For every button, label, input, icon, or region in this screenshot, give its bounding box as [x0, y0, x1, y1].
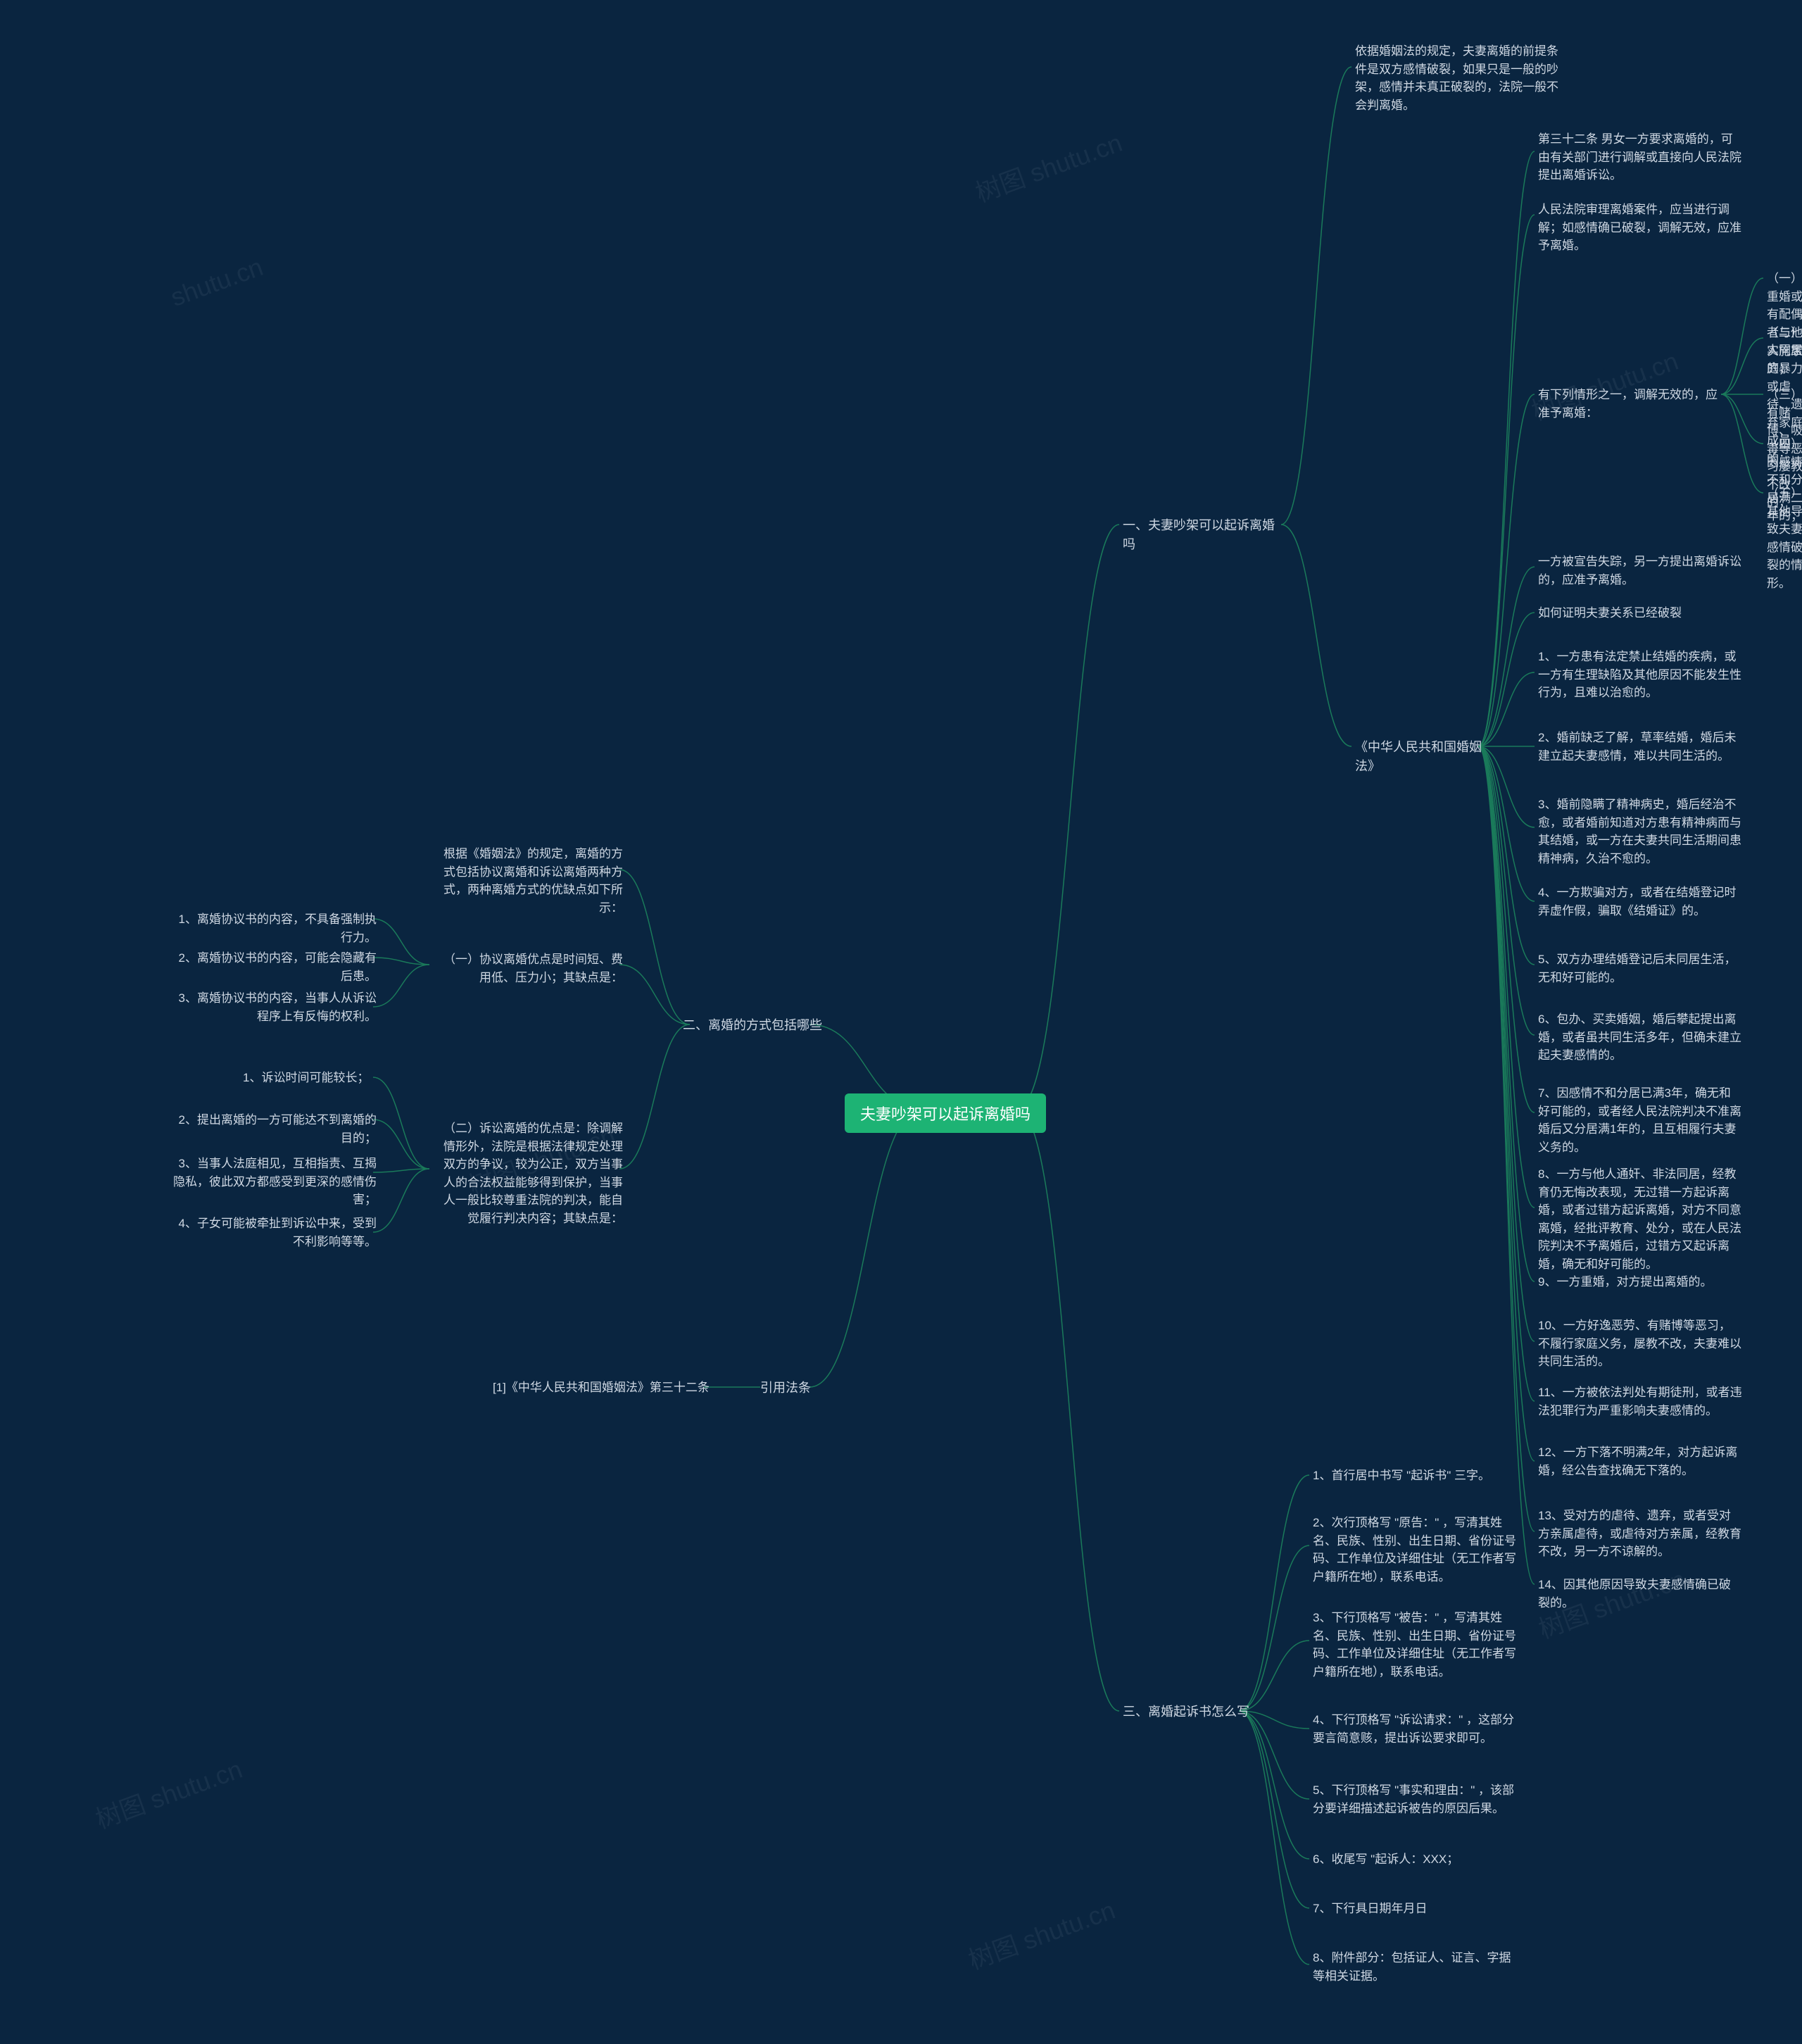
leaf-node[interactable]: 2、离婚协议书的内容，可能会隐藏有后患。 [172, 949, 377, 985]
leaf-node[interactable]: 如何证明夫妻关系已经破裂 [1538, 604, 1682, 622]
leaf-node[interactable]: 1、一方患有法定禁止结婚的疾病，或一方有生理缺陷及其他原因不能发生性行为，且难以… [1538, 648, 1742, 702]
leaf-node[interactable]: 8、附件部分：包括证人、证言、字据等相关证据。 [1313, 1949, 1517, 1985]
leaf-node[interactable]: 13、受对方的虐待、遗弃，或者受对方亲属虐待，或虐待对方亲属，经教育不改，另一方… [1538, 1507, 1742, 1561]
leaf-node[interactable]: 3、离婚协议书的内容，当事人从诉讼程序上有反悔的权利。 [172, 989, 377, 1025]
watermark: 树图 shutu.cn [90, 1749, 247, 1836]
leaf-node[interactable]: 人民法院审理离婚案件，应当进行调解；如感情确已破裂，调解无效，应准予离婚。 [1538, 201, 1742, 255]
leaf-node[interactable]: 2、提出离婚的一方可能达不到离婚的目的； [172, 1111, 377, 1147]
leaf-node[interactable]: 根据《婚姻法》的规定，离婚的方式包括协议离婚和诉讼离婚两种方式，两种离婚方式的优… [433, 845, 623, 917]
leaf-node[interactable]: 依据婚姻法的规定，夫妻离婚的前提条件是双方感情破裂，如果只是一般的吵架，感情并未… [1355, 42, 1559, 114]
leaf-node[interactable]: 3、下行顶格写 "被告：" ，写清其姓名、民族、性别、出生日期、省份证号码、工作… [1313, 1609, 1517, 1681]
leaf-node[interactable]: 3、婚前隐瞒了精神病史，婚后经治不愈，或者婚前知道对方患有精神病而与其结婚，或一… [1538, 796, 1742, 867]
leaf-node[interactable]: [1]《中华人民共和国婚姻法》第三十二条 [493, 1379, 710, 1397]
branch-node[interactable]: 有下列情形之一，调解无效的，应准予离婚： [1538, 386, 1725, 422]
leaf-node[interactable]: 2、次行顶格写 "原告：" ，写清其姓名、民族、性别、出生日期、省份证号码、工作… [1313, 1514, 1517, 1586]
leaf-node[interactable]: 1、诉讼时间可能较长； [243, 1069, 369, 1087]
leaf-node[interactable]: 12、一方下落不明满2年，对方起诉离婚，经公告查找确无下落的。 [1538, 1443, 1742, 1479]
leaf-node[interactable]: 6、收尾写 "起诉人：XXX； [1313, 1850, 1458, 1869]
leaf-node[interactable]: 14、因其他原因导致夫妻感情确已破裂的。 [1538, 1576, 1742, 1612]
leaf-node[interactable]: 5、下行顶格写 "事实和理由：" ，该部分要详细描述起诉被告的原因后果。 [1313, 1781, 1517, 1817]
leaf-node[interactable]: 4、下行顶格写 "诉讼请求：" ，这部分要言简意赅，提出诉讼要求即可。 [1313, 1711, 1517, 1747]
leaf-node[interactable]: 4、一方欺骗对方，或者在结婚登记时弄虚作假，骗取《结婚证》的。 [1538, 884, 1742, 920]
leaf-node[interactable]: （五）其他导致夫妻感情破裂的情形。 [1767, 484, 1802, 592]
branch-node[interactable]: （一）协议离婚优点是时间短、费用低、压力小；其缺点是： [433, 951, 623, 986]
leaf-node[interactable]: 第三十二条 男女一方要求离婚的，可由有关部门进行调解或直接向人民法院提出离婚诉讼… [1538, 130, 1742, 184]
watermark: 树图 shutu.cn [970, 123, 1127, 209]
leaf-node[interactable]: 2、婚前缺乏了解，草率结婚，婚后未建立起夫妻感情，难以共同生活的。 [1538, 729, 1742, 765]
branch-node[interactable]: 《中华人民共和国婚姻法》 [1355, 738, 1482, 776]
leaf-node[interactable]: 4、子女可能被牵扯到诉讼中来，受到不利影响等等。 [172, 1215, 377, 1250]
leaf-node[interactable]: 3、当事人法庭相见，互相指责、互揭隐私，彼此双方都感受到更深的感情伤害； [172, 1155, 377, 1209]
mindmap-canvas: shutu.cn 树图 shutu.cn 树图 shutu.cn 树图 shut… [0, 0, 1802, 2044]
leaf-node[interactable]: 9、一方重婚，对方提出离婚的。 [1538, 1273, 1712, 1291]
leaf-node[interactable]: 7、因感情不和分居已满3年，确无和好可能的，或者经人民法院判决不准离婚后又分居满… [1538, 1084, 1742, 1156]
leaf-node[interactable]: 5、双方办理结婚登记后未同居生活，无和好可能的。 [1538, 951, 1742, 986]
leaf-node[interactable]: 1、离婚协议书的内容，不具备强制执行力。 [172, 910, 377, 946]
leaf-node[interactable]: 1、首行居中书写 "起诉书" 三字。 [1313, 1467, 1490, 1485]
leaf-node[interactable]: 8、一方与他人通奸、非法同居，经教育仍无悔改表现，无过错一方起诉离婚，或者过错方… [1538, 1165, 1742, 1273]
branch-node[interactable]: 一、夫妻吵架可以起诉离婚吗 [1123, 516, 1285, 554]
branch-node[interactable]: 三、离婚起诉书怎么写 [1123, 1703, 1249, 1722]
branch-node[interactable]: （二）诉讼离婚的优点是：除调解情形外，法院是根据法律规定处理双方的争议，较为公正… [433, 1120, 623, 1227]
watermark: 树图 shutu.cn [963, 1890, 1120, 1976]
leaf-node[interactable]: 10、一方好逸恶劳、有赌博等恶习，不履行家庭义务，屡教不改，夫妻难以共同生活的。 [1538, 1317, 1742, 1371]
branch-node[interactable]: 引用法条 [760, 1379, 811, 1398]
leaf-node[interactable]: 6、包办、买卖婚姻，婚后攀起提出离婚，或者虽共同生活多年，但确未建立起夫妻感情的… [1538, 1010, 1742, 1065]
leaf-node[interactable]: 一方被宣告失踪，另一方提出离婚诉讼的，应准予离婚。 [1538, 553, 1742, 589]
leaf-node[interactable]: 11、一方被依法判处有期徒刑，或者违法犯罪行为严重影响夫妻感情的。 [1538, 1384, 1742, 1419]
watermark: shutu.cn [167, 252, 267, 313]
branch-node[interactable]: 二、离婚的方式包括哪些 [683, 1016, 822, 1035]
leaf-node[interactable]: 7、下行具日期年月日 [1313, 1900, 1427, 1918]
root-node[interactable]: 夫妻吵架可以起诉离婚吗 [845, 1093, 1046, 1133]
